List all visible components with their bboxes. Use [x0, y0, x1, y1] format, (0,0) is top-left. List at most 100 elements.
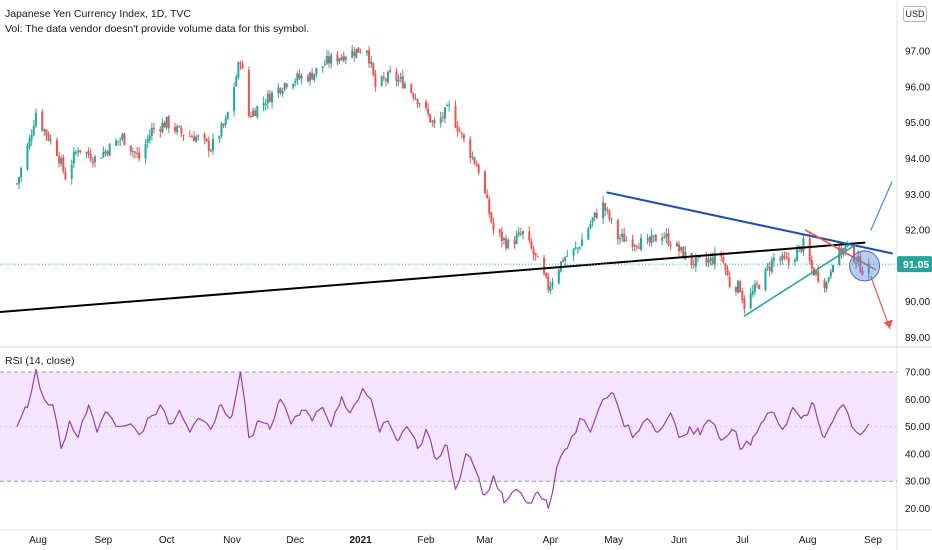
candle-body: [108, 144, 111, 156]
candle: [492, 217, 495, 235]
time-tick-label: Jul: [736, 535, 749, 546]
rsi-tick-label: 70.00: [905, 368, 930, 379]
candle: [566, 250, 569, 257]
candle-body: [528, 231, 531, 241]
candle: [384, 77, 387, 87]
candle-body: [313, 73, 316, 80]
candle: [224, 115, 227, 129]
candle-body: [728, 276, 731, 287]
candle: [389, 65, 392, 74]
last-price-badge: [897, 256, 932, 273]
candle-body: [416, 99, 419, 105]
candle-body: [576, 247, 579, 249]
candle: [825, 280, 828, 293]
candle-body: [530, 241, 533, 249]
candle: [60, 155, 63, 167]
candle: [768, 261, 771, 277]
candle: [663, 231, 666, 240]
candle-body: [734, 287, 737, 292]
candle: [412, 91, 415, 102]
candle-body: [203, 134, 206, 139]
candle: [490, 211, 493, 224]
candle-body: [380, 76, 383, 86]
candle-body: [549, 286, 552, 292]
candle: [604, 202, 607, 217]
candle: [416, 98, 419, 108]
candle-body: [507, 239, 510, 249]
candle-body: [237, 62, 240, 78]
candle: [129, 145, 132, 156]
candle: [646, 233, 649, 245]
candle-body: [18, 177, 21, 184]
price-tick-label: 90.00: [905, 297, 930, 308]
candle-body: [793, 259, 796, 263]
candle-body: [726, 269, 729, 276]
candle-body: [188, 135, 191, 137]
candle-body: [484, 171, 487, 194]
candle-body: [45, 129, 48, 136]
candle-body: [340, 57, 343, 60]
candle: [726, 265, 729, 276]
currency-button[interactable]: USD: [903, 6, 927, 22]
candle-body: [743, 299, 746, 310]
candle-body: [209, 150, 212, 152]
candle: [58, 151, 61, 168]
candle-body: [602, 202, 605, 219]
candle: [536, 255, 539, 258]
candle-body: [382, 77, 385, 79]
candle-body: [429, 113, 432, 123]
candle: [387, 70, 390, 85]
candle: [473, 156, 476, 165]
candle-body: [327, 56, 330, 64]
chart-title: Japanese Yen Currency Index, 1D, TVC: [5, 8, 192, 20]
candle: [578, 246, 581, 251]
candle: [515, 230, 518, 245]
candle: [212, 133, 215, 155]
candle: [785, 251, 788, 260]
candle: [734, 286, 737, 296]
candle-body: [195, 136, 198, 142]
candle-body: [517, 232, 520, 235]
candle: [429, 113, 432, 124]
candle: [758, 284, 761, 290]
candle-body: [309, 72, 312, 81]
candle-body: [102, 151, 105, 158]
candle-body: [55, 140, 58, 156]
candle-body: [34, 112, 37, 127]
candle-body: [239, 63, 242, 65]
candle: [458, 127, 461, 133]
candle: [587, 226, 590, 241]
candle-body: [551, 282, 554, 286]
candle-body: [431, 120, 434, 122]
candle: [648, 235, 651, 247]
candle-body: [49, 139, 52, 141]
candle: [218, 135, 221, 144]
candle: [34, 108, 37, 128]
candle: [602, 195, 605, 224]
candle: [321, 66, 324, 73]
candle: [64, 166, 67, 181]
candle: [89, 148, 92, 163]
candle-body: [298, 74, 301, 79]
rising-trendline: [743, 243, 857, 317]
resistance-trendline: [606, 191, 893, 255]
candle: [382, 71, 385, 81]
candle-body: [403, 83, 406, 89]
candle-body: [682, 246, 685, 259]
candle: [787, 252, 790, 269]
candle-body: [117, 140, 120, 142]
candle-body: [106, 151, 109, 155]
candle: [249, 112, 252, 119]
candle: [165, 116, 168, 130]
candle: [180, 125, 183, 137]
candle-body: [351, 50, 354, 58]
candle-body: [815, 271, 818, 275]
candle: [532, 245, 535, 261]
candle: [93, 155, 96, 168]
candle: [486, 189, 489, 199]
candle: [399, 72, 402, 83]
candle-body: [414, 98, 417, 100]
candle-body: [178, 126, 181, 128]
candle: [193, 131, 196, 142]
